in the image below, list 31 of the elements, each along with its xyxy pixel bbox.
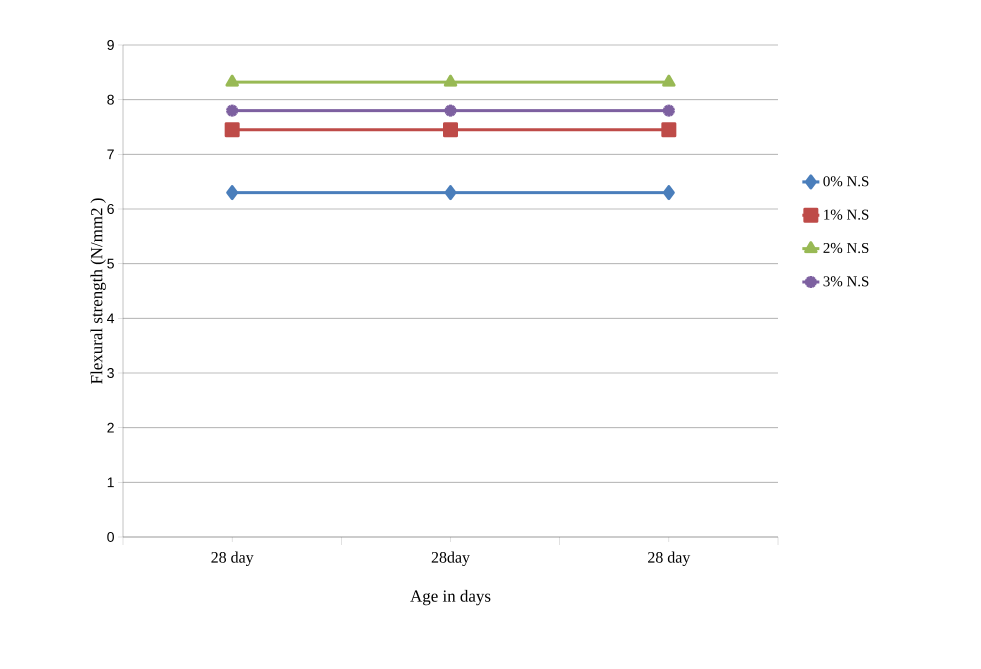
y-tick-label: 1 [108, 478, 114, 488]
y-tick-label: 5 [107, 258, 114, 269]
x-tick-label: 28day [432, 552, 470, 566]
legend-label: 2% N.S [824, 242, 868, 254]
y-axis-title: Flexural strength (N/mm2 ) [90, 198, 106, 384]
point [662, 103, 676, 118]
point [226, 185, 238, 200]
y-tick-label: 6 [107, 204, 114, 214]
point [443, 103, 458, 118]
point [662, 74, 676, 87]
x-tick-label: 28 day [648, 552, 690, 566]
point [444, 74, 458, 87]
x-tick-label: 28 day [211, 552, 254, 566]
y-tick-label: 7 [107, 150, 114, 160]
point [661, 122, 676, 138]
y-tick-label: 3 [107, 368, 114, 378]
y-tick-label: 9 [107, 40, 114, 50]
point [224, 103, 240, 118]
legend-label: 3% N.S [824, 276, 868, 286]
point [225, 74, 239, 87]
legend-label: 0% N.S [823, 176, 868, 186]
point [444, 185, 457, 200]
y-tick-label: 4 [107, 314, 114, 324]
point [224, 122, 240, 138]
x-axis-title: Age in days [410, 590, 490, 606]
legend-label: 1% N.S [824, 210, 868, 220]
y-tick-label: 0 [107, 532, 114, 542]
point [443, 122, 458, 138]
y-tick-label: 8 [107, 94, 114, 105]
point [662, 185, 675, 200]
y-tick-label: 2 [107, 422, 114, 433]
